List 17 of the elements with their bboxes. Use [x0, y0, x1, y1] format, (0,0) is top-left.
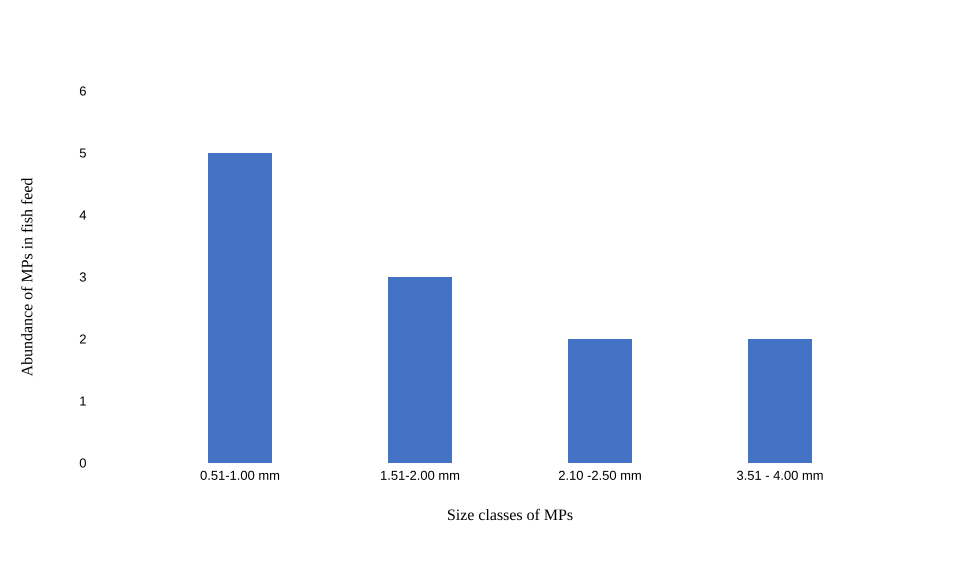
x-tick-label: 1.51-2.00 mm — [381, 470, 460, 480]
y-tick-label: 4 — [80, 210, 86, 220]
x-tick-label: 2.10 -2.50 mm — [558, 470, 641, 480]
x-tick-label: 3.51 - 4.00 mm — [736, 470, 823, 480]
bar — [388, 277, 452, 463]
x-tick-label: 0.51-1.00 mm — [200, 470, 280, 480]
bar — [568, 339, 632, 463]
y-axis-title: Abundance of MPs in fish feed — [21, 178, 32, 376]
y-tick-label: 2 — [80, 334, 86, 344]
y-tick-label: 3 — [80, 272, 86, 282]
y-tick-label: 5 — [80, 148, 86, 158]
bar — [748, 339, 812, 463]
y-tick-label: 1 — [80, 396, 86, 406]
bar — [208, 153, 272, 463]
x-axis-title: Size classes of MPs — [448, 508, 573, 520]
y-tick-label: 6 — [80, 86, 86, 96]
y-tick-label: 0 — [80, 458, 86, 468]
